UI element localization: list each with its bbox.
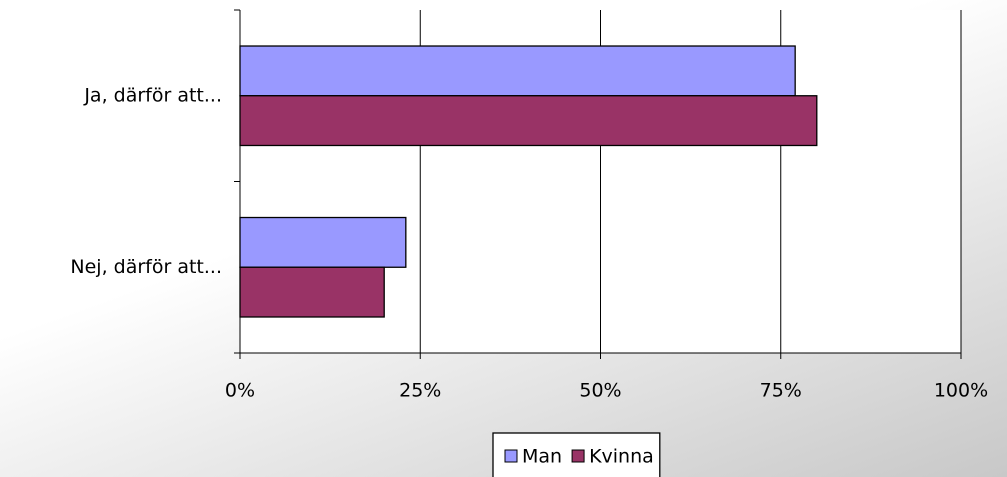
x-tick-label: 50% [579,380,621,402]
x-tick-label: 0% [225,380,255,402]
bar [239,216,407,268]
y-tick-label: Nej, därför att... [70,256,222,278]
legend-label: Kvinna [589,446,654,468]
bar [239,95,818,147]
y-tick-label: Ja, därför att... [83,84,222,106]
x-tick-label: 25% [399,380,441,402]
legend-swatch [571,449,585,463]
bar [239,45,796,97]
bar [239,266,385,318]
legend-label: Man [522,446,562,468]
x-tick-label: 75% [760,380,802,402]
legend-swatch [504,449,518,463]
x-tick-label: 100% [934,380,988,402]
